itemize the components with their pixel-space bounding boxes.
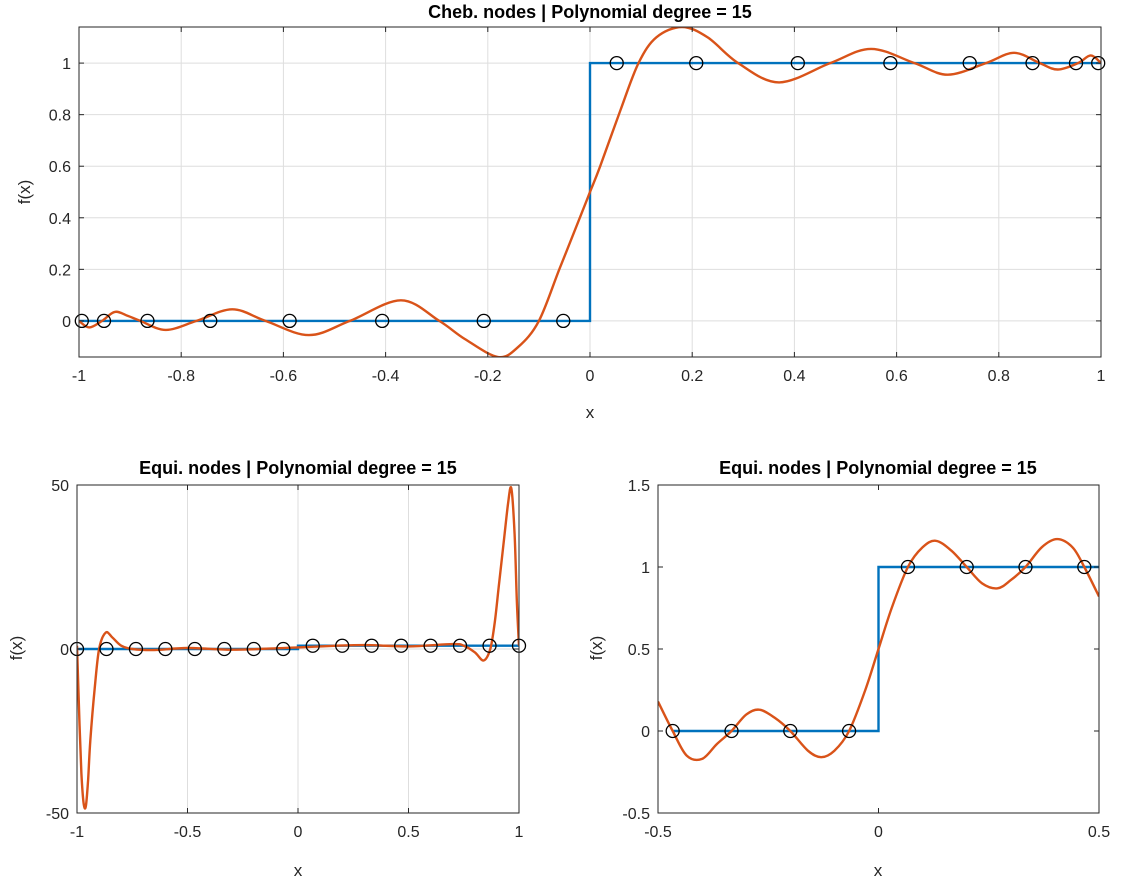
x-tick-label: 0.5 [397, 824, 419, 841]
y-tick-label: 0 [641, 724, 650, 741]
node-marker [609, 55, 624, 71]
node-marker [140, 313, 155, 329]
panel-cheb: Cheb. nodes | Polynomial degree = 15 x f… [15, 2, 1106, 422]
y-axis-label: f(x) [587, 636, 606, 661]
node-marker [556, 313, 571, 329]
node-marker [482, 638, 497, 653]
interpolant-curve [77, 486, 519, 810]
x-tick-label: 0.5 [1088, 824, 1110, 841]
node-marker [900, 559, 916, 575]
chart-title: Cheb. nodes | Polynomial degree = 15 [428, 2, 752, 22]
y-tick-label: 0.5 [628, 642, 650, 659]
y-tick-label: 0 [62, 314, 71, 331]
x-tick-label: 0.2 [681, 368, 703, 385]
y-tick-label: 0.6 [49, 159, 71, 176]
x-tick-label: -0.2 [474, 368, 502, 385]
node-marker [962, 55, 977, 71]
x-tick-label: 0 [586, 368, 595, 385]
x-tick-label: -1 [70, 824, 84, 841]
node-marker [724, 723, 739, 739]
node-marker [335, 638, 350, 653]
y-tick-label: -50 [46, 806, 69, 823]
x-tick-label: 1 [515, 824, 524, 841]
node-marker [689, 55, 704, 71]
node-marker [74, 313, 89, 329]
x-tick-label: 0.6 [885, 368, 907, 385]
x-tick-label: -0.8 [167, 368, 195, 385]
x-tick-label: 0 [874, 824, 883, 841]
x-axis-label: x [874, 861, 883, 880]
x-axis-label: x [586, 403, 595, 422]
node-marker [187, 641, 203, 657]
chart-title: Equi. nodes | Polynomial degree = 15 [139, 458, 457, 478]
x-tick-label: -0.5 [644, 824, 672, 841]
interpolant-curve [658, 537, 1099, 762]
step-function-line [672, 565, 1099, 733]
node-marker [375, 313, 390, 329]
x-tick-label: 0.8 [988, 368, 1010, 385]
x-tick-label: -0.4 [372, 368, 400, 385]
plot-area [77, 486, 519, 810]
panel-equi-zoom: Equi. nodes | Polynomial degree = 15 x f… [587, 458, 1110, 880]
y-axis-label: f(x) [15, 180, 34, 205]
node-marker [1077, 559, 1092, 575]
x-tick-label: -0.6 [270, 368, 298, 385]
node-marker [305, 638, 320, 653]
y-tick-label: 0.8 [49, 108, 71, 125]
x-tick-label: 1 [1097, 368, 1106, 385]
y-axis-label: f(x) [7, 636, 26, 661]
node-marker [1091, 55, 1106, 71]
node-marker [476, 313, 491, 329]
node-marker [790, 55, 805, 71]
node-marker [1018, 559, 1033, 575]
node-marker [959, 559, 974, 575]
node-marker [246, 641, 261, 657]
node-marker [282, 313, 297, 329]
node-marker [158, 641, 173, 657]
x-tick-label: -1 [72, 368, 86, 385]
plot-area [658, 537, 1099, 762]
node-marker [203, 313, 218, 329]
plot-area [79, 27, 1101, 357]
y-tick-label: 1.5 [628, 478, 650, 495]
y-tick-label: 0.4 [49, 211, 71, 228]
node-marker [665, 723, 680, 739]
panel-equi-full: Equi. nodes | Polynomial degree = 15 x f… [7, 458, 527, 880]
node-marker [99, 641, 114, 657]
node-marker [217, 641, 232, 657]
node-marker [841, 723, 857, 739]
x-tick-label: 0 [294, 824, 303, 841]
node-marker [423, 638, 438, 653]
node-marker [783, 723, 798, 739]
node-marker [393, 638, 409, 653]
y-tick-label: -0.5 [622, 806, 650, 823]
node-marker [452, 638, 468, 653]
x-tick-label: -0.5 [174, 824, 202, 841]
y-tick-label: 50 [51, 478, 69, 495]
y-tick-label: 1 [641, 560, 650, 577]
x-tick-label: 0.4 [783, 368, 805, 385]
node-marker [1068, 55, 1084, 71]
node-marker [364, 638, 379, 653]
node-marker [96, 313, 112, 329]
y-tick-label: 0 [60, 642, 69, 659]
chart-title: Equi. nodes | Polynomial degree = 15 [719, 458, 1037, 478]
interpolant-curve [79, 27, 1101, 357]
node-marker [883, 55, 898, 71]
x-axis-label: x [294, 861, 303, 880]
y-tick-label: 1 [62, 56, 71, 73]
node-marker [1025, 55, 1040, 71]
node-marker [128, 641, 144, 657]
y-tick-label: 0.2 [49, 262, 71, 279]
node-marker [276, 641, 291, 657]
